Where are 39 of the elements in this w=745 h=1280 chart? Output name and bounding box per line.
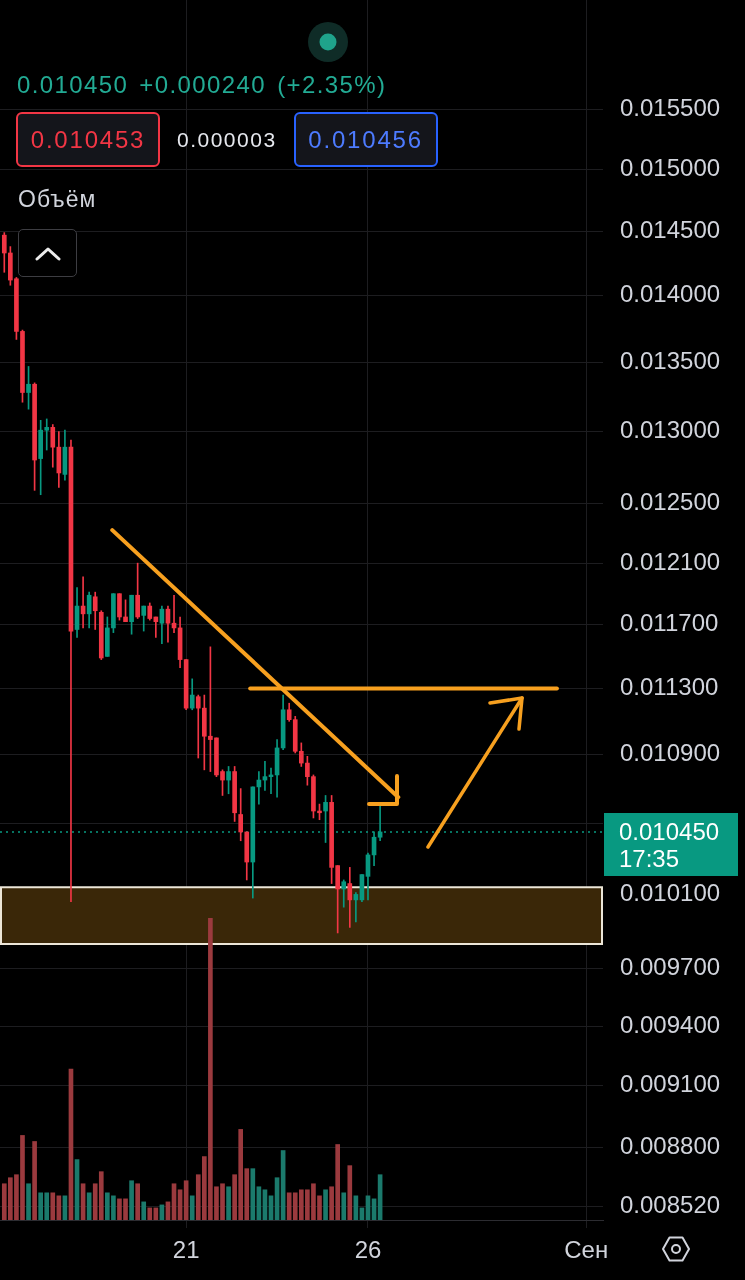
y-tick-label: 0.014500 <box>620 215 721 243</box>
bar <box>32 1141 37 1220</box>
annotation: 0.010453 <box>16 112 160 167</box>
bar <box>323 1189 328 1220</box>
x-tick-label: 26 <box>354 1236 382 1264</box>
bar <box>341 1192 347 1220</box>
y-tick-label: 0.015500 <box>620 93 721 121</box>
y-tick-label: 0.015000 <box>620 153 721 181</box>
bar <box>129 1180 134 1220</box>
y-tick-label: 0.012500 <box>620 488 721 516</box>
y-tick-label: 0.009100 <box>620 1070 721 1098</box>
y-tick-label: 0.011300 <box>620 673 719 701</box>
y-tick-label: 0.008520 <box>620 1190 721 1218</box>
bar <box>250 1168 256 1220</box>
y-tick-label: 0.011700 <box>620 609 719 637</box>
y-tick-label: 0.013500 <box>620 347 721 375</box>
bar <box>147 1207 153 1220</box>
text: 0.010450 +0.000240 (+2.35%) <box>17 71 387 99</box>
bar <box>189 1195 195 1220</box>
bar <box>50 1192 56 1220</box>
y-tick-label: 0.014000 <box>620 280 721 308</box>
y-tick-label: 0.009700 <box>620 953 721 981</box>
annotation: 0.000003 <box>177 127 277 152</box>
y-tick-label: 0.008800 <box>620 1131 721 1159</box>
y-tick-label: 0.009400 <box>620 1010 721 1038</box>
x-tick-label: 21 <box>172 1236 200 1264</box>
y-tick-label: 0.012100 <box>620 547 721 575</box>
bar <box>135 1183 140 1220</box>
y-tick-label: 0.013000 <box>620 416 721 444</box>
y-tick-label: 0.010100 <box>620 879 721 907</box>
bar <box>26 1183 31 1220</box>
chart-title: Объём <box>18 186 97 213</box>
annotation: 0.010456 <box>293 112 438 167</box>
y-tick-label: 0.010900 <box>620 739 721 767</box>
bar <box>141 1201 147 1220</box>
bar <box>347 1165 353 1220</box>
bar <box>226 1186 231 1220</box>
ref-line-label: 0.010450 17:35 <box>619 817 720 872</box>
x-tick-label: Сен <box>564 1236 609 1264</box>
